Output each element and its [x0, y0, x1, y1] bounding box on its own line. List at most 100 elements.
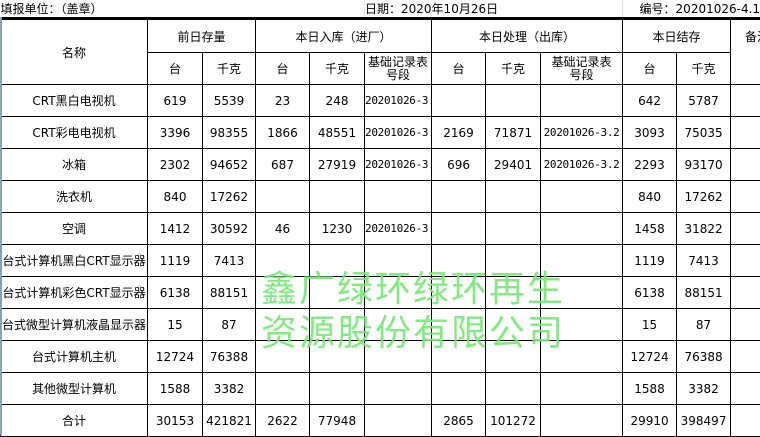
cell-prev-kg[interactable]: 17262: [203, 181, 256, 213]
cell-out-count[interactable]: [432, 213, 486, 245]
cell-in-count[interactable]: 46: [256, 213, 310, 245]
header-closing[interactable]: 本日结存: [623, 19, 731, 53]
cell-in-count[interactable]: 23: [256, 85, 310, 117]
cell-out-record[interactable]: [541, 341, 623, 373]
cell-out-kg[interactable]: [486, 309, 541, 341]
cell-out-record[interactable]: [541, 181, 623, 213]
cell-in-count[interactable]: 1866: [256, 117, 310, 149]
cell-out-record[interactable]: 20201026-3.2: [541, 149, 623, 181]
header-prev-stock[interactable]: 前日存量: [148, 19, 256, 53]
header-close-count[interactable]: 台: [623, 53, 677, 85]
cell-notes[interactable]: [731, 309, 760, 341]
cell-out-record[interactable]: [541, 309, 623, 341]
cell-in-kg[interactable]: 1230: [310, 213, 365, 245]
cell-close-count[interactable]: 642: [623, 85, 677, 117]
cell-in-kg[interactable]: 77948: [310, 405, 365, 437]
cell-prev-count[interactable]: 1412: [148, 213, 203, 245]
cell-notes[interactable]: [731, 405, 760, 437]
cell-out-record[interactable]: [541, 373, 623, 405]
cell-out-record[interactable]: [541, 213, 623, 245]
cell-in-kg[interactable]: [310, 277, 365, 309]
cell-prev-kg[interactable]: 94652: [203, 149, 256, 181]
date-label[interactable]: 日期：2020年10月26日: [365, 0, 623, 19]
cell-name[interactable]: 洗衣机: [1, 181, 148, 213]
cell-in-count[interactable]: [256, 277, 310, 309]
cell-close-count[interactable]: 6138: [623, 277, 677, 309]
cell-prev-kg[interactable]: 88151: [203, 277, 256, 309]
unit-label[interactable]: 填报单位：（盖章）: [1, 0, 365, 19]
cell-name[interactable]: 台式计算机彩色CRT显示器: [1, 277, 148, 309]
cell-notes[interactable]: [731, 277, 760, 309]
cell-in-kg[interactable]: 48551: [310, 117, 365, 149]
cell-close-count[interactable]: 12724: [623, 341, 677, 373]
cell-out-count[interactable]: [432, 245, 486, 277]
cell-in-record[interactable]: 20201026-3.1: [365, 117, 432, 149]
cell-close-kg[interactable]: 88151: [677, 277, 731, 309]
cell-notes[interactable]: [731, 181, 760, 213]
cell-out-count[interactable]: 2865: [432, 405, 486, 437]
cell-out-kg[interactable]: 101272: [486, 405, 541, 437]
cell-out-record[interactable]: [541, 85, 623, 117]
cell-in-count[interactable]: [256, 245, 310, 277]
header-notes[interactable]: 备注: [731, 19, 760, 85]
cell-name[interactable]: 冰箱: [1, 149, 148, 181]
header-processed[interactable]: 本日处理（出库）: [432, 19, 623, 53]
cell-in-count[interactable]: [256, 341, 310, 373]
cell-prev-count[interactable]: 15: [148, 309, 203, 341]
cell-name[interactable]: 台式微型计算机液晶显示器: [1, 309, 148, 341]
cell-in-count[interactable]: 2622: [256, 405, 310, 437]
cell-in-record[interactable]: [365, 181, 432, 213]
cell-prev-kg[interactable]: 3382: [203, 373, 256, 405]
cell-close-kg[interactable]: 87: [677, 309, 731, 341]
cell-out-count[interactable]: [432, 277, 486, 309]
cell-in-kg[interactable]: [310, 309, 365, 341]
header-inbound[interactable]: 本日入库（进厂）: [256, 19, 432, 53]
cell-close-count[interactable]: 1458: [623, 213, 677, 245]
cell-prev-count[interactable]: 1119: [148, 245, 203, 277]
cell-in-record[interactable]: [365, 245, 432, 277]
header-close-kg[interactable]: 千克: [677, 53, 731, 85]
cell-notes[interactable]: [731, 341, 760, 373]
cell-prev-count[interactable]: 12724: [148, 341, 203, 373]
cell-close-count[interactable]: 1588: [623, 373, 677, 405]
cell-close-kg[interactable]: 17262: [677, 181, 731, 213]
cell-close-kg[interactable]: 398497: [677, 405, 731, 437]
cell-in-count[interactable]: [256, 373, 310, 405]
cell-notes[interactable]: [731, 373, 760, 405]
header-in-kg[interactable]: 千克: [310, 53, 365, 85]
cell-close-kg[interactable]: 75035: [677, 117, 731, 149]
cell-in-record[interactable]: [365, 405, 432, 437]
cell-in-kg[interactable]: [310, 245, 365, 277]
cell-out-count[interactable]: [432, 373, 486, 405]
cell-name[interactable]: 其他微型计算机: [1, 373, 148, 405]
header-name[interactable]: 名称: [1, 19, 148, 85]
cell-name[interactable]: 台式计算机主机: [1, 341, 148, 373]
cell-in-kg[interactable]: [310, 181, 365, 213]
cell-prev-count[interactable]: 3396: [148, 117, 203, 149]
cell-in-kg[interactable]: 248: [310, 85, 365, 117]
cell-out-count[interactable]: [432, 85, 486, 117]
cell-out-record[interactable]: 20201026-3.2: [541, 117, 623, 149]
header-prev-kg[interactable]: 千克: [203, 53, 256, 85]
cell-close-count[interactable]: 29910: [623, 405, 677, 437]
cell-notes[interactable]: [731, 117, 760, 149]
cell-close-count[interactable]: 840: [623, 181, 677, 213]
cell-prev-kg[interactable]: 5539: [203, 85, 256, 117]
header-out-count[interactable]: 台: [432, 53, 486, 85]
cell-in-kg[interactable]: 27919: [310, 149, 365, 181]
cell-close-count[interactable]: 3093: [623, 117, 677, 149]
cell-prev-kg[interactable]: 7413: [203, 245, 256, 277]
cell-out-count[interactable]: 2169: [432, 117, 486, 149]
cell-in-record[interactable]: [365, 341, 432, 373]
cell-out-kg[interactable]: [486, 373, 541, 405]
cell-out-count[interactable]: [432, 341, 486, 373]
cell-in-count[interactable]: [256, 181, 310, 213]
cell-out-kg[interactable]: 29401: [486, 149, 541, 181]
cell-out-record[interactable]: [541, 405, 623, 437]
cell-out-kg[interactable]: [486, 181, 541, 213]
cell-close-count[interactable]: 15: [623, 309, 677, 341]
number-label[interactable]: 编号：20201026-4.1: [623, 0, 760, 19]
cell-out-record[interactable]: [541, 277, 623, 309]
cell-in-count[interactable]: 687: [256, 149, 310, 181]
cell-notes[interactable]: [731, 213, 760, 245]
